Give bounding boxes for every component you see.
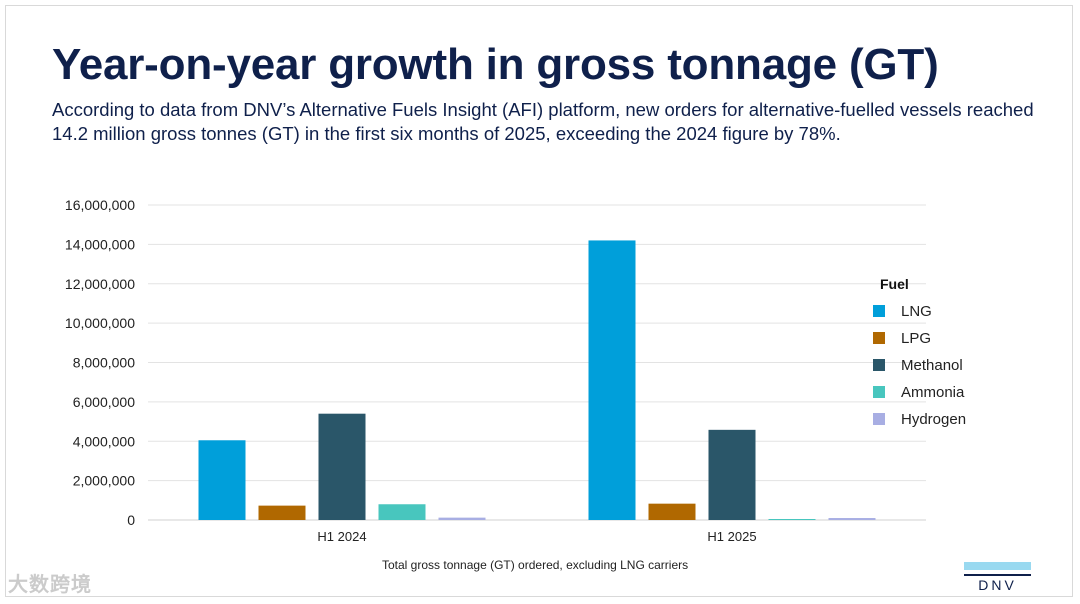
logo-band-light xyxy=(964,562,1031,570)
y-tick-label: 16,000,000 xyxy=(65,197,135,213)
legend-label: Methanol xyxy=(901,357,963,374)
y-tick-label: 14,000,000 xyxy=(65,236,135,252)
legend-swatch xyxy=(873,386,885,398)
bar-ammonia-h1-2024 xyxy=(378,504,426,520)
legend-swatch xyxy=(873,359,885,371)
bar-lng-h1-2025 xyxy=(588,240,636,520)
page-subtitle: According to data from DNV’s Alternative… xyxy=(52,99,1034,144)
bar-lpg-h1-2024 xyxy=(258,505,306,520)
bar-methanol-h1-2024 xyxy=(318,413,366,520)
legend-label: LPG xyxy=(901,330,931,347)
bar-lng-h1-2024 xyxy=(198,440,246,520)
legend-swatch xyxy=(873,413,885,425)
logo-text: DNV xyxy=(978,577,1017,593)
legend-label: Hydrogen xyxy=(901,411,966,428)
legend-label: Ammonia xyxy=(901,384,965,401)
logo-band-dark xyxy=(964,574,1031,576)
y-tick-label: 8,000,000 xyxy=(73,355,135,371)
chart-footnote: Total gross tonnage (GT) ordered, exclud… xyxy=(382,558,689,572)
y-tick-label: 6,000,000 xyxy=(73,394,135,410)
bar-ammonia-h1-2025 xyxy=(768,519,816,520)
page-title: Year-on-year growth in gross tonnage (GT… xyxy=(52,40,939,89)
dnv-logo: DNV xyxy=(964,562,1031,593)
logo-band-gap xyxy=(964,570,1031,572)
bar-methanol-h1-2025 xyxy=(708,429,756,520)
legend-label: LNG xyxy=(901,303,932,320)
y-tick-label: 0 xyxy=(127,512,135,528)
y-tick-label: 4,000,000 xyxy=(73,433,135,449)
x-tick-label: H1 2025 xyxy=(707,529,756,544)
bar-hydrogen-h1-2024 xyxy=(438,517,486,520)
y-tick-label: 10,000,000 xyxy=(65,315,135,331)
bar-hydrogen-h1-2025 xyxy=(828,518,876,520)
y-tick-label: 2,000,000 xyxy=(73,473,135,489)
legend-title: Fuel xyxy=(880,276,909,292)
x-tick-label: H1 2024 xyxy=(317,529,366,544)
slide xyxy=(5,5,1073,597)
watermark: 大数跨境 xyxy=(8,574,92,596)
bar-lpg-h1-2025 xyxy=(648,503,696,520)
legend-swatch xyxy=(873,332,885,344)
y-tick-label: 12,000,000 xyxy=(65,276,135,292)
legend-swatch xyxy=(873,305,885,317)
